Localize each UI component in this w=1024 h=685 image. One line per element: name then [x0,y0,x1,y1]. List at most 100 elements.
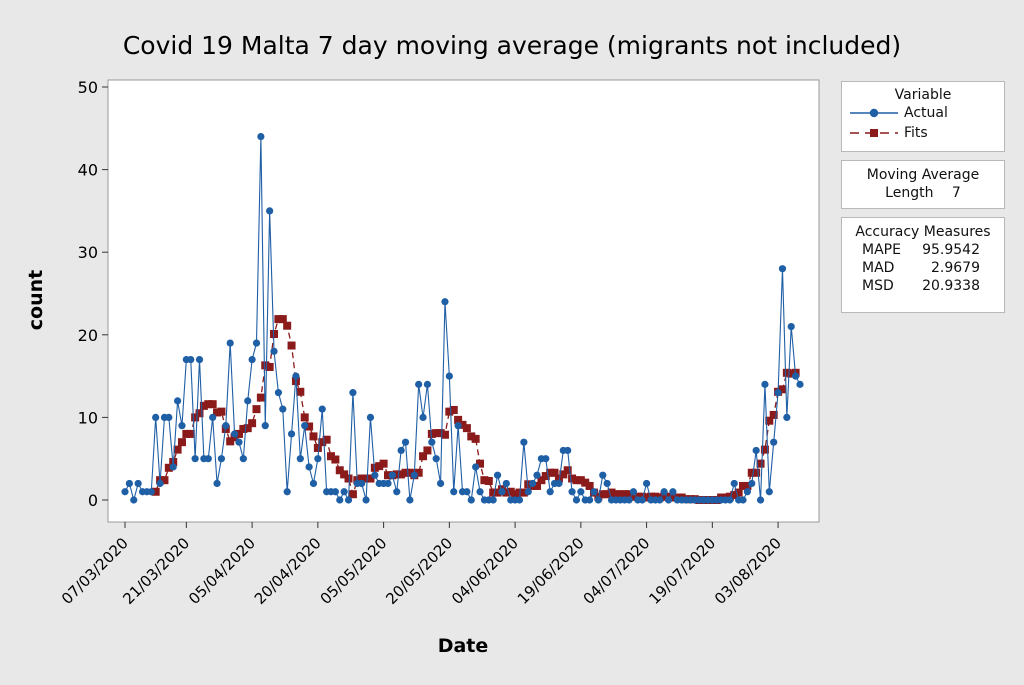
actual-point [279,405,287,413]
actual-point [195,355,204,364]
accuracy-row-mape: MAPE 95.9542 [862,242,1004,258]
fits-point [743,481,752,490]
y-axis: 0 10 20 30 40 50 [78,78,108,510]
actual-point [756,496,765,504]
x-tick-label: 05/05/2020 [317,534,391,608]
fits-point [765,416,774,425]
actual-point [454,422,462,430]
actual-point [564,446,572,455]
actual-point [415,380,423,388]
actual-point [358,479,366,488]
fits-point [559,470,568,479]
variable-legend-title: Variable [894,87,952,103]
actual-point [792,372,800,380]
actual-point [331,488,339,496]
actual-point [397,446,405,455]
legend-label-fits: Fits [904,125,928,141]
fits-point [160,476,169,485]
y-axis-label: count [25,270,47,330]
fits-point [489,488,498,497]
x-tick-label: 04/07/2020 [580,534,654,608]
fits-point [392,470,401,479]
actual-point [748,479,756,488]
fits-point [541,472,550,481]
fits-point [476,459,485,468]
fits-point [414,468,423,477]
fits-point [756,459,765,468]
fits-point [462,424,471,433]
fits-point [318,438,327,447]
actual-point [739,496,747,504]
actual-point [410,471,418,479]
x-tick-label: 21/03/2020 [119,534,193,608]
fits-point [769,410,778,419]
actual-point [257,132,265,141]
fits-point [234,429,243,438]
actual-point [169,463,177,471]
actual-point [726,496,734,504]
actual-point [147,488,155,496]
fits-point [739,481,748,490]
y-tick-label: 50 [78,78,98,97]
legend-item-fits: Fits [850,123,1004,143]
actual-point [165,413,173,421]
actual-point [366,413,375,421]
x-tick-label: 03/08/2020 [711,534,785,608]
fits-point [576,476,585,485]
fits-point [449,405,458,414]
fits-point [629,492,638,501]
fits-point [668,493,677,502]
actual-point [577,488,585,496]
actual-point [436,479,445,488]
fits-point [611,490,620,499]
fits-point [340,470,349,479]
actual-point [344,496,353,504]
fits-point [572,476,581,485]
actual-point [515,496,524,504]
fits-point [445,407,454,416]
fits-point [204,400,213,409]
fits-point [616,490,625,499]
fits-point [173,445,182,454]
fits-point [248,419,257,428]
actual-legend-icon [850,108,898,118]
actual-point [244,397,252,405]
fits-point [348,490,357,499]
x-axis: 07/03/202021/03/202005/04/202020/04/2020… [58,522,785,608]
fits-point [217,407,226,416]
fits-point [524,480,533,489]
moving-average-title: Moving Average [866,167,980,183]
mad-value: 2.9679 [931,260,980,276]
x-tick-label: 20/04/2020 [251,534,325,608]
x-tick-label: 05/04/2020 [185,534,259,608]
actual-point [524,488,532,496]
fits-point [427,429,436,438]
actual-point [656,496,664,504]
actual-point [274,389,283,397]
y-tick-label: 20 [78,326,98,345]
fits-point [274,315,283,324]
actual-point [586,496,594,504]
fits-point [585,481,594,490]
actual-point [472,463,480,471]
fits-point [563,466,572,475]
fits-point [313,443,322,452]
fits-point [405,468,414,477]
fits-point [370,463,379,472]
actual-point [283,488,291,496]
fits-point [515,488,524,497]
fits-legend-icon [850,129,898,137]
actual-point [476,488,484,496]
fits-point [379,459,388,468]
actual-point [349,389,357,397]
fits-point [760,445,769,454]
actual-point [467,496,475,504]
actual-point [638,496,646,504]
actual-point [765,488,773,496]
fits-point [554,474,563,483]
actual-point [314,455,322,463]
actual-point [594,496,602,504]
actual-point [226,339,234,347]
